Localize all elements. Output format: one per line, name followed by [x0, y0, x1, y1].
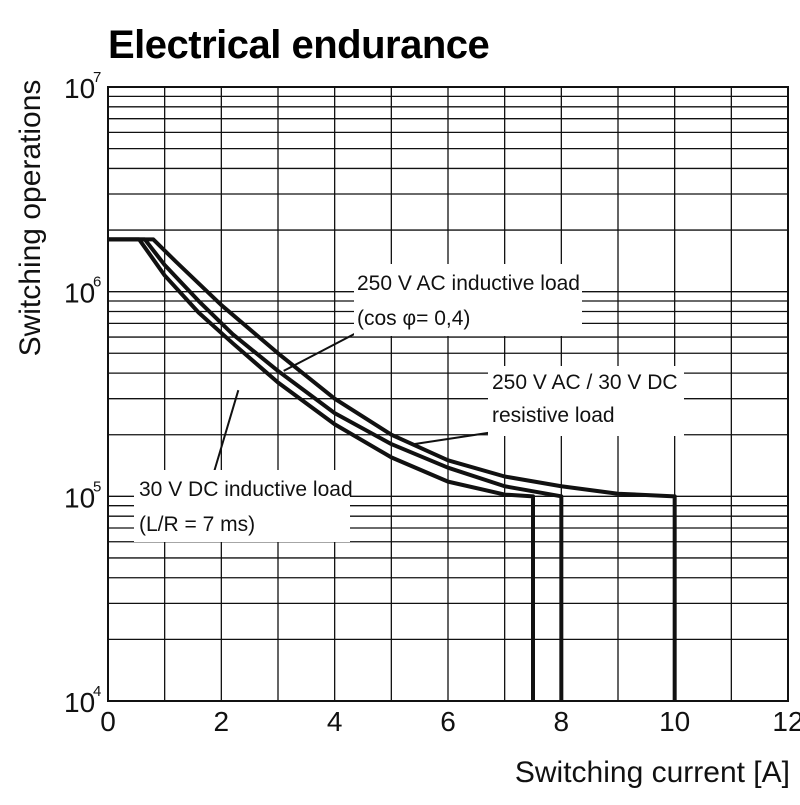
y-tick-label: 10 [64, 482, 95, 513]
annotation-box [488, 366, 684, 436]
y-tick-label: 10 [64, 687, 95, 718]
annotation-text: 250 V AC / 30 V DC [492, 371, 678, 394]
series-line-3 [108, 237, 677, 701]
x-axis-label: Switching current [A] [515, 756, 790, 789]
annotation-layer: 250 V AC inductive load (cos φ= 0,4) 250 V… [134, 264, 684, 542]
x-tick-label: 12 [772, 706, 800, 737]
annotation-text: 250 V AC inductive load [357, 272, 580, 295]
y-tick-label: 10 [64, 278, 95, 309]
annotation-leader-line [213, 389, 240, 473]
y-tick-label: 10 [64, 73, 95, 104]
annotation-text: 30 V DC inductive load [139, 478, 353, 501]
y-tick-exponent: 4 [93, 683, 101, 700]
annotation-box [134, 470, 350, 542]
x-tick-label: 8 [554, 706, 570, 737]
annotation-leader-line [283, 329, 363, 372]
annotation-text: (L/R = 7 ms) [139, 513, 255, 536]
annotation-leader-line [413, 431, 495, 446]
series-layer [108, 237, 677, 701]
x-tick-label: 10 [659, 706, 690, 737]
series-line-2 [108, 237, 564, 701]
series-line-1 [108, 237, 535, 701]
y-tick-exponent: 5 [93, 478, 101, 495]
chart-title: Electrical endurance [108, 23, 489, 67]
annotation-text: (cos φ= 0,4) [357, 307, 470, 330]
plot-frame [107, 86, 789, 702]
grid-layer [107, 86, 789, 702]
x-tick-label: 0 [100, 706, 116, 737]
x-tick-label: 4 [327, 706, 343, 737]
x-tick-label: 2 [214, 706, 230, 737]
y-tick-exponent: 7 [93, 69, 101, 86]
annotation-text: resistive load [492, 404, 615, 427]
y-tick-exponent: 6 [93, 274, 101, 291]
y-axis-label: Switching operations [14, 80, 47, 357]
annotation-box [354, 264, 582, 336]
x-tick-label: 6 [440, 706, 456, 737]
